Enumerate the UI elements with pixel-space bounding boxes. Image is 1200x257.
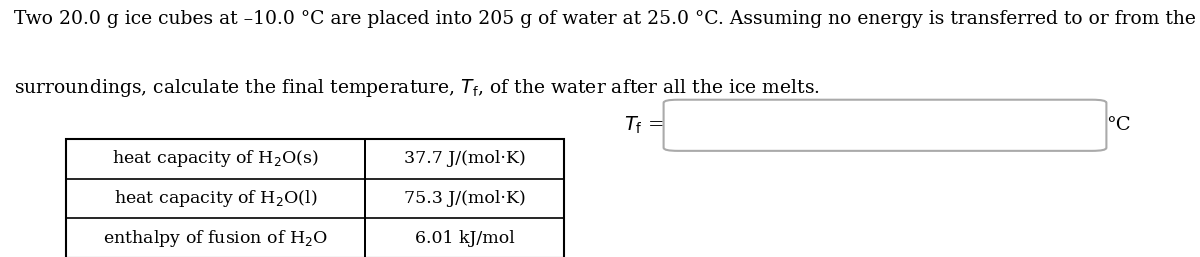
Text: $T_\mathrm{f}$ =: $T_\mathrm{f}$ =: [624, 115, 664, 136]
Text: °C: °C: [1106, 116, 1132, 134]
Text: surroundings, calculate the final temperature, $T_\mathrm{f}$, of the water afte: surroundings, calculate the final temper…: [14, 77, 821, 99]
Text: enthalpy of fusion of H$_2$O: enthalpy of fusion of H$_2$O: [103, 228, 328, 249]
Bar: [66, 139, 564, 257]
Text: 37.7 J/(mol·K): 37.7 J/(mol·K): [403, 150, 526, 167]
Text: 75.3 J/(mol·K): 75.3 J/(mol·K): [403, 190, 526, 207]
Text: heat capacity of H$_2$O(l): heat capacity of H$_2$O(l): [114, 188, 317, 209]
Text: Two 20.0 g ice cubes at –10.0 °C are placed into 205 g of water at 25.0 °C. Assu: Two 20.0 g ice cubes at –10.0 °C are pla…: [14, 10, 1196, 28]
Text: 6.01 kJ/mol: 6.01 kJ/mol: [414, 230, 515, 247]
Text: heat capacity of H$_2$O(s): heat capacity of H$_2$O(s): [112, 148, 319, 169]
FancyBboxPatch shape: [664, 100, 1106, 151]
